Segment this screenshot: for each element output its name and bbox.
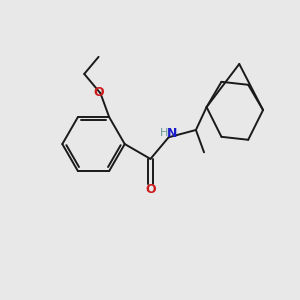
Text: H: H <box>159 128 168 138</box>
Text: N: N <box>167 127 177 140</box>
Text: O: O <box>94 86 104 99</box>
Text: O: O <box>145 183 156 196</box>
